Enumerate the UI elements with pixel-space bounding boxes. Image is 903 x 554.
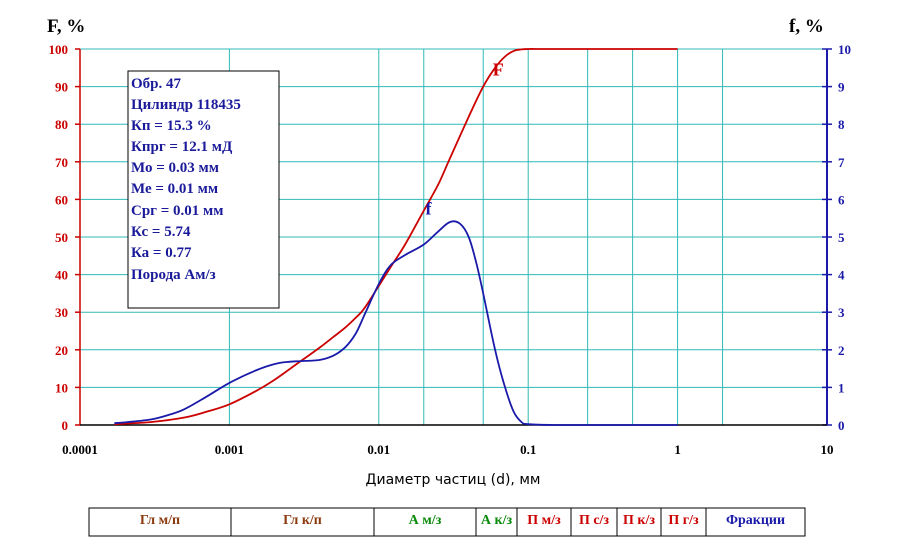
series-label-f: f xyxy=(425,198,432,218)
info-line: Порода Ам/з xyxy=(131,267,216,283)
info-line: Кп = 15.3 % xyxy=(131,118,212,134)
x-tick-label: 0.01 xyxy=(367,442,390,457)
series-layer: Ff xyxy=(114,48,678,426)
right-tick-label: 5 xyxy=(838,230,845,245)
left-tick-label: 30 xyxy=(55,305,68,320)
left-tick-label: 100 xyxy=(49,42,69,57)
fraction-table-frame xyxy=(88,507,806,537)
series-line-F xyxy=(114,48,678,426)
left-tick-label: 40 xyxy=(55,268,68,283)
info-line: Обр. 47 xyxy=(131,76,182,92)
left-tick-label: 50 xyxy=(55,230,68,245)
right-tick-label: 9 xyxy=(838,80,845,95)
right-tick-label: 0 xyxy=(838,418,845,433)
fraction-label: А м/з xyxy=(409,513,442,528)
left-tick-label: 60 xyxy=(55,192,68,207)
left-tick-label: 0 xyxy=(62,418,69,433)
left-tick-label: 80 xyxy=(55,117,68,132)
series-line-f xyxy=(114,220,678,426)
right-tick-label: 8 xyxy=(838,117,845,132)
fraction-label: А к/з xyxy=(481,513,513,528)
left-axis-title: F, % xyxy=(47,16,85,37)
fraction-label: Гл м/п xyxy=(140,513,180,528)
left-tick-label: 70 xyxy=(55,155,68,170)
info-line: Срг = 0.01 мм xyxy=(131,203,223,219)
right-tick-label: 3 xyxy=(838,305,845,320)
info-line: Ме = 0.01 мм xyxy=(131,181,218,197)
fraction-table: Гл м/п Гл к/п А м/з А к/з П м/з П с/з П к/з П г… xyxy=(88,507,806,537)
right-tick-label: 6 xyxy=(838,192,845,207)
fraction-label: П м/з xyxy=(527,513,561,528)
fraction-label: П к/з xyxy=(623,513,655,528)
right-tick-label: 1 xyxy=(838,380,845,395)
x-tick-label: 0.001 xyxy=(215,442,244,457)
left-tick-label: 90 xyxy=(55,80,68,95)
fraction-label: П г/з xyxy=(668,513,699,528)
x-tick-label: 0.1 xyxy=(520,442,536,457)
x-tick-label: 1 xyxy=(674,442,681,457)
right-tick-label: 2 xyxy=(838,343,845,358)
info-line: Ка = 0.77 xyxy=(131,245,192,261)
right-tick-label: 4 xyxy=(838,268,845,283)
x-tick-label: 10 xyxy=(821,442,834,457)
axes-layer: F, % f, % Диаметр частиц (d), мм 0102030… xyxy=(47,16,851,488)
left-tick-label: 10 xyxy=(55,380,68,395)
fraction-label: Гл к/п xyxy=(283,513,322,528)
x-axis-title: Диаметр частиц (d), мм xyxy=(366,472,541,488)
right-tick-label: 10 xyxy=(838,42,851,57)
info-line: Кпрг = 12.1 мД xyxy=(131,139,233,155)
sample-info-box: Обр. 47 Цилиндр 118435 Кп = 15.3 % Кпрг … xyxy=(127,70,280,309)
fraction-label: Фракции xyxy=(726,513,785,528)
series-label-F: F xyxy=(493,59,504,79)
right-axis-title: f, % xyxy=(789,16,824,37)
info-box-frame xyxy=(127,70,280,309)
x-tick-label: 0.0001 xyxy=(62,442,98,457)
info-line: Цилиндр 118435 xyxy=(131,97,241,113)
info-line: Мо = 0.03 мм xyxy=(131,160,219,176)
info-line: Кс = 5.74 xyxy=(131,224,191,240)
right-tick-label: 7 xyxy=(838,155,845,170)
fraction-label: П с/з xyxy=(579,513,609,528)
left-tick-label: 20 xyxy=(55,343,68,358)
